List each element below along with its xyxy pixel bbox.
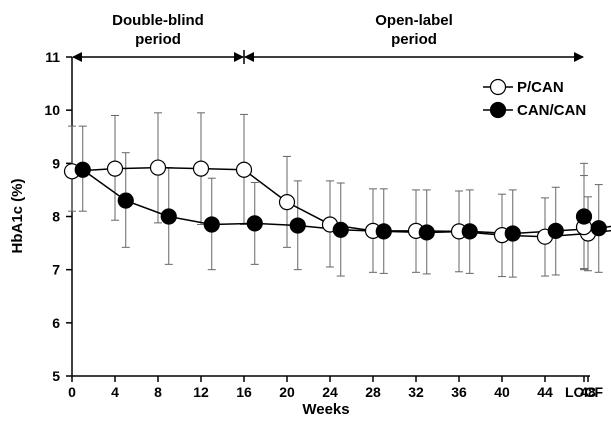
data-point-open	[149, 159, 167, 176]
data-point-open	[106, 160, 124, 177]
y-tick-label: 10	[44, 102, 60, 118]
x-tick-label: 36	[451, 384, 467, 400]
legend-marker-open	[489, 78, 507, 96]
y-tick-label: 7	[52, 262, 60, 278]
data-point-filled	[203, 216, 220, 233]
data-point-filled	[590, 220, 607, 237]
x-tick-label: 44	[537, 384, 553, 400]
data-point-filled	[289, 217, 306, 234]
data-point-filled	[246, 215, 263, 232]
y-tick-label: 9	[52, 155, 60, 171]
y-tick-label: 8	[52, 209, 60, 225]
data-point-filled	[332, 221, 349, 238]
y-tick-label: 11	[45, 49, 60, 65]
x-tick-label: 20	[279, 384, 295, 400]
x-tick-label: 12	[193, 384, 209, 400]
data-point-filled	[504, 225, 521, 242]
x-tick-label: 8	[154, 384, 162, 400]
series-line	[82, 169, 611, 235]
data-point-open	[278, 194, 296, 211]
x-tick-label: 28	[365, 384, 381, 400]
data-point-open	[235, 161, 253, 178]
y-axis-label: HbA1c (%)	[9, 178, 26, 253]
x-tick-label: LOCF	[565, 384, 604, 400]
error-bars	[68, 112, 603, 278]
period-label: period	[391, 31, 437, 48]
period-label: Double-blind	[112, 12, 204, 29]
period-annotations: Double-blind period Open-label period	[72, 12, 584, 64]
data-point-filled	[418, 224, 435, 241]
x-tick-label: 0	[68, 384, 76, 400]
x-tick-label: 24	[322, 384, 338, 400]
data-point-open	[192, 160, 210, 177]
y-tick-label: 6	[52, 315, 60, 331]
x-tick-label: 40	[494, 384, 510, 400]
x-tick-label: 48	[580, 384, 596, 400]
data-point-filled	[461, 223, 478, 240]
data-point-filled	[117, 192, 134, 209]
x-tick-label: 4	[111, 384, 119, 400]
period-label: period	[135, 31, 181, 48]
data-point-filled	[547, 222, 564, 239]
x-tick-label: 32	[408, 384, 424, 400]
data-point-filled	[575, 208, 593, 225]
legend-label: CAN/CAN	[517, 102, 586, 119]
data-point-filled	[160, 208, 177, 225]
x-tick-label: 16	[236, 384, 252, 400]
y-tick-label: 5	[52, 368, 60, 384]
data-point-filled	[375, 223, 392, 240]
x-axis-label: Weeks	[302, 401, 349, 418]
series-points	[63, 159, 607, 245]
period-label: Open-label	[375, 12, 453, 29]
legend: P/CAN CAN/CAN	[483, 78, 586, 119]
axes: 5678910110481216202428323640444852LOCF	[44, 49, 604, 400]
legend-marker-filled	[489, 101, 507, 119]
legend-label: P/CAN	[517, 79, 564, 96]
data-point-filled	[74, 161, 91, 178]
